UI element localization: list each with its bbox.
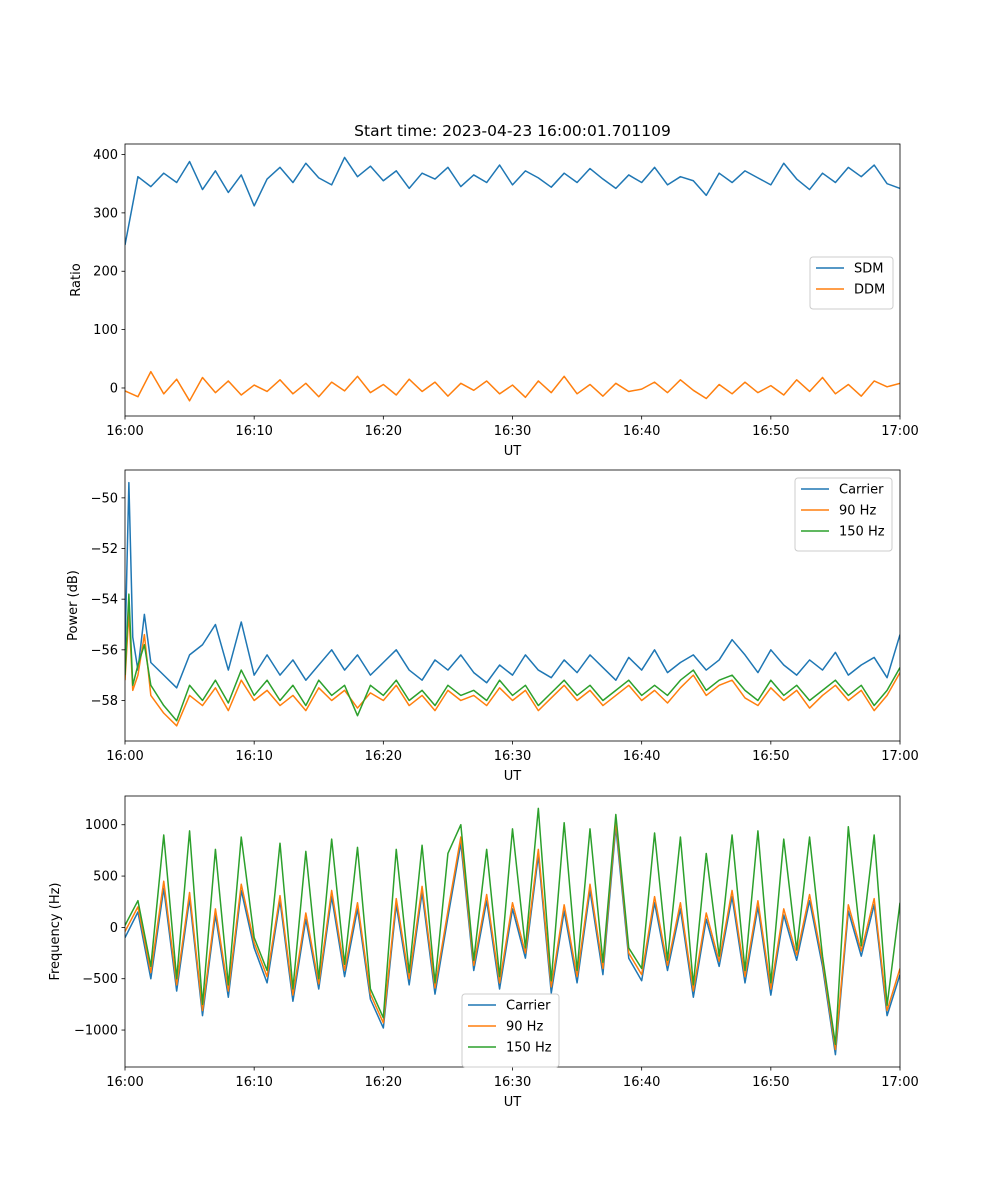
legend-label: Carrier <box>506 999 551 1014</box>
x-axis-label: UT <box>504 769 522 784</box>
y-tick-label: −500 <box>82 972 118 987</box>
legend: SDM DDM <box>809 256 894 310</box>
x-tick-label: 16:10 <box>235 749 272 764</box>
y-tick-label: 0 <box>110 381 118 396</box>
x-tick-label: 16:50 <box>752 1075 789 1090</box>
legend-label: 90 Hz <box>506 1020 543 1035</box>
y-axis-label: Frequency (Hz) <box>48 882 63 980</box>
x-tick-label: 16:30 <box>494 424 531 439</box>
x-tick-label: 16:20 <box>365 424 402 439</box>
x-tick-label: 16:30 <box>494 749 531 764</box>
x-tick-label: 17:00 <box>881 424 918 439</box>
legend: Carrier 90 Hz 150 Hz <box>794 477 893 552</box>
series-line-ddm <box>125 370 900 402</box>
y-tick-label: 400 <box>93 148 118 163</box>
chart-panel-1: 16:00 16:10 16:20 16:30 16:40 16:50 17:00 0 100 2… <box>69 122 919 459</box>
series-line-sdm <box>125 156 900 246</box>
chart-title: Start time: 2023-04-23 16:00:01.701109 <box>354 122 671 140</box>
x-tick-label: 16:10 <box>235 1075 272 1090</box>
legend-label: DDM <box>854 283 885 298</box>
y-tick-label: 0 <box>110 921 118 936</box>
legend-box <box>461 993 560 1068</box>
legend-label: 150 Hz <box>506 1041 552 1056</box>
y-axis-label: Power (dB) <box>66 570 81 641</box>
y-tick-label: −56 <box>91 643 118 658</box>
series-line-90-hz <box>125 611 900 727</box>
legend-box <box>794 477 893 552</box>
series-line-90-hz <box>125 819 900 1051</box>
y-tick-label: 1000 <box>85 818 118 833</box>
legend-box <box>809 256 894 310</box>
x-tick-label: 16:40 <box>623 1075 660 1090</box>
x-tick-label: 16:00 <box>106 424 143 439</box>
y-tick-label: 500 <box>93 870 118 885</box>
x-axis-label: UT <box>504 444 522 459</box>
legend-label: SDM <box>854 262 883 277</box>
legend-label: 150 Hz <box>839 525 885 540</box>
x-tick-label: 16:00 <box>106 1075 143 1090</box>
legend-label: 90 Hz <box>839 504 876 519</box>
x-tick-label: 17:00 <box>881 749 918 764</box>
x-axis-label: UT <box>504 1095 522 1110</box>
series-line-150-hz <box>125 593 900 722</box>
x-tick-label: 16:10 <box>235 424 272 439</box>
x-tick-label: 17:00 <box>881 1075 918 1090</box>
y-tick-label: 300 <box>93 206 118 221</box>
x-tick-label: 16:50 <box>752 424 789 439</box>
x-tick-label: 16:20 <box>365 749 402 764</box>
legend: Carrier 90 Hz 150 Hz <box>461 993 560 1068</box>
y-tick-label: −52 <box>91 542 118 557</box>
y-tick-label: −58 <box>91 694 118 709</box>
y-tick-label: 200 <box>93 265 118 280</box>
chart-panel-3: 16:00 16:10 16:20 16:30 16:40 16:50 17:00 −1000… <box>48 795 919 1110</box>
y-tick-label: −50 <box>91 491 118 506</box>
x-tick-label: 16:40 <box>623 424 660 439</box>
x-tick-label: 16:30 <box>494 1075 531 1090</box>
series-line-carrier <box>125 481 900 689</box>
series-line-carrier <box>125 826 900 1056</box>
x-tick-label: 16:00 <box>106 749 143 764</box>
x-tick-label: 16:50 <box>752 749 789 764</box>
x-tick-label: 16:20 <box>365 1075 402 1090</box>
y-tick-label: 100 <box>93 323 118 338</box>
chart-panel-2: 16:00 16:10 16:20 16:30 16:40 16:50 17:00 −58 −5… <box>66 469 919 784</box>
legend-label: Carrier <box>839 483 884 498</box>
y-tick-label: −54 <box>91 593 118 608</box>
y-axis-label: Ratio <box>69 263 84 296</box>
y-tick-label: −1000 <box>74 1024 118 1039</box>
x-tick-label: 16:40 <box>623 749 660 764</box>
series-line-150-hz <box>125 807 900 1046</box>
